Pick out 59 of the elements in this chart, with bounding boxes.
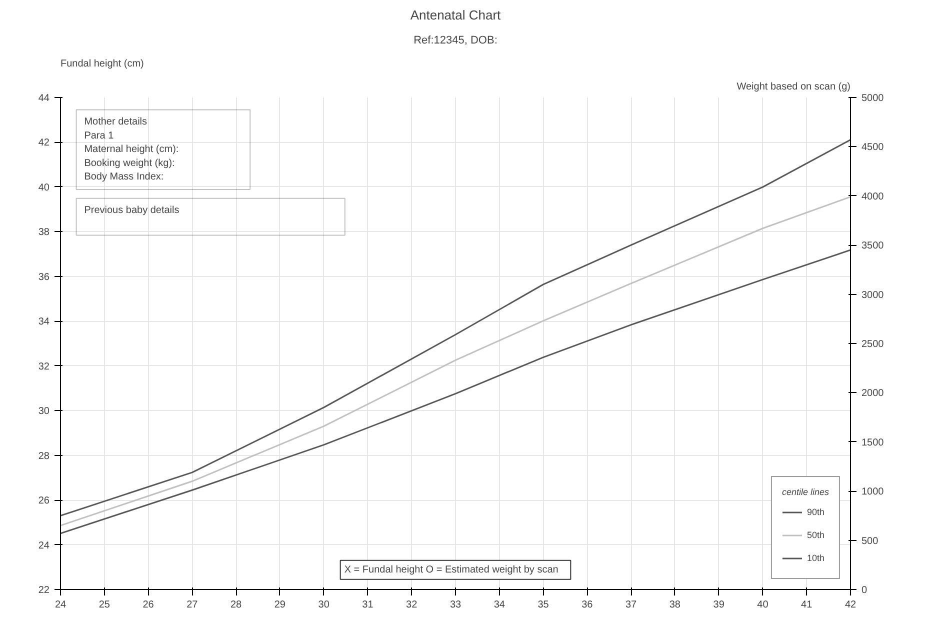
y2-tick-label: 500: [862, 536, 879, 547]
x-tick-label: 42: [844, 600, 856, 610]
x-tick-label: 38: [669, 600, 681, 610]
x-tick-label: 28: [230, 600, 242, 610]
y2-tick-label: 1500: [862, 437, 884, 448]
y2-tick-label: 0: [862, 585, 868, 596]
y-tick-label: 42: [38, 138, 50, 149]
y2-tick-label: 4000: [862, 191, 884, 202]
x-tick-label: 26: [142, 600, 154, 610]
annotation: Para 1: [84, 130, 114, 142]
x-tick-label: 36: [582, 600, 594, 610]
x-tick-label: 31: [362, 600, 374, 610]
legend-title: centile lines: [782, 487, 829, 497]
x-tick-label: 37: [625, 600, 638, 610]
x-tick-label: 29: [274, 600, 286, 610]
x-tick-label: 33: [450, 600, 462, 610]
chart-subtitle: Ref:12345, DOB:: [414, 34, 498, 46]
y-tick-label: 36: [38, 272, 50, 283]
y-tick-label: 32: [38, 361, 50, 372]
chart-title: Antenatal Chart: [410, 8, 502, 22]
x-tick-label: 32: [406, 600, 418, 610]
y2-axis-title: Weight based on scan (g): [736, 82, 851, 92]
x-tick-label: 41: [801, 600, 813, 610]
y-tick-label: 26: [38, 496, 50, 507]
y2-tick-label: 2000: [862, 388, 884, 400]
y-tick-label: 38: [38, 227, 50, 238]
x-tick-label: 30: [318, 600, 330, 610]
y2-tick-label: 2500: [862, 339, 884, 350]
y-tick-label: 28: [38, 450, 50, 462]
y-tick-label: 24: [38, 540, 50, 552]
y-tick-label: 34: [38, 316, 50, 328]
y-axis-title: Fundal height (cm): [60, 58, 144, 70]
annotation: Body Mass Index:: [84, 172, 164, 183]
annotation: Previous baby details: [84, 205, 180, 216]
y2-tick-label: 5000: [862, 93, 884, 104]
y-tick-label: 30: [38, 406, 50, 418]
y2-tick-label: 3000: [862, 290, 884, 301]
legend-label: 50th: [806, 530, 826, 540]
x-tick-label: 34: [494, 600, 506, 610]
y2-tick-label: 1000: [862, 486, 884, 498]
y-tick-label: 22: [38, 585, 50, 596]
y-tick-label: 40: [38, 182, 50, 194]
legend-label: 10th: [806, 553, 826, 563]
x-tick-label: 35: [538, 600, 550, 610]
annotation: X = Fundal height O = Estimated weight by scan: [344, 564, 558, 576]
x-tick-label: 40: [757, 600, 769, 610]
x-tick-label: 39: [713, 600, 725, 610]
annotation: Maternal height (cm):: [84, 144, 179, 156]
legend-label: 90th: [806, 507, 826, 517]
x-tick-label: 27: [186, 600, 198, 610]
y-tick-label: 44: [38, 93, 50, 104]
line-series: [60, 139, 850, 516]
x-tick-label: 24: [54, 600, 66, 610]
line-series: [60, 196, 850, 526]
y2-tick-label: 4500: [862, 142, 884, 154]
annotation: Booking weight (kg):: [84, 158, 175, 169]
x-tick-label: 25: [98, 600, 110, 610]
annotation: Mother details: [84, 116, 148, 128]
y2-tick-label: 3500: [862, 240, 884, 252]
